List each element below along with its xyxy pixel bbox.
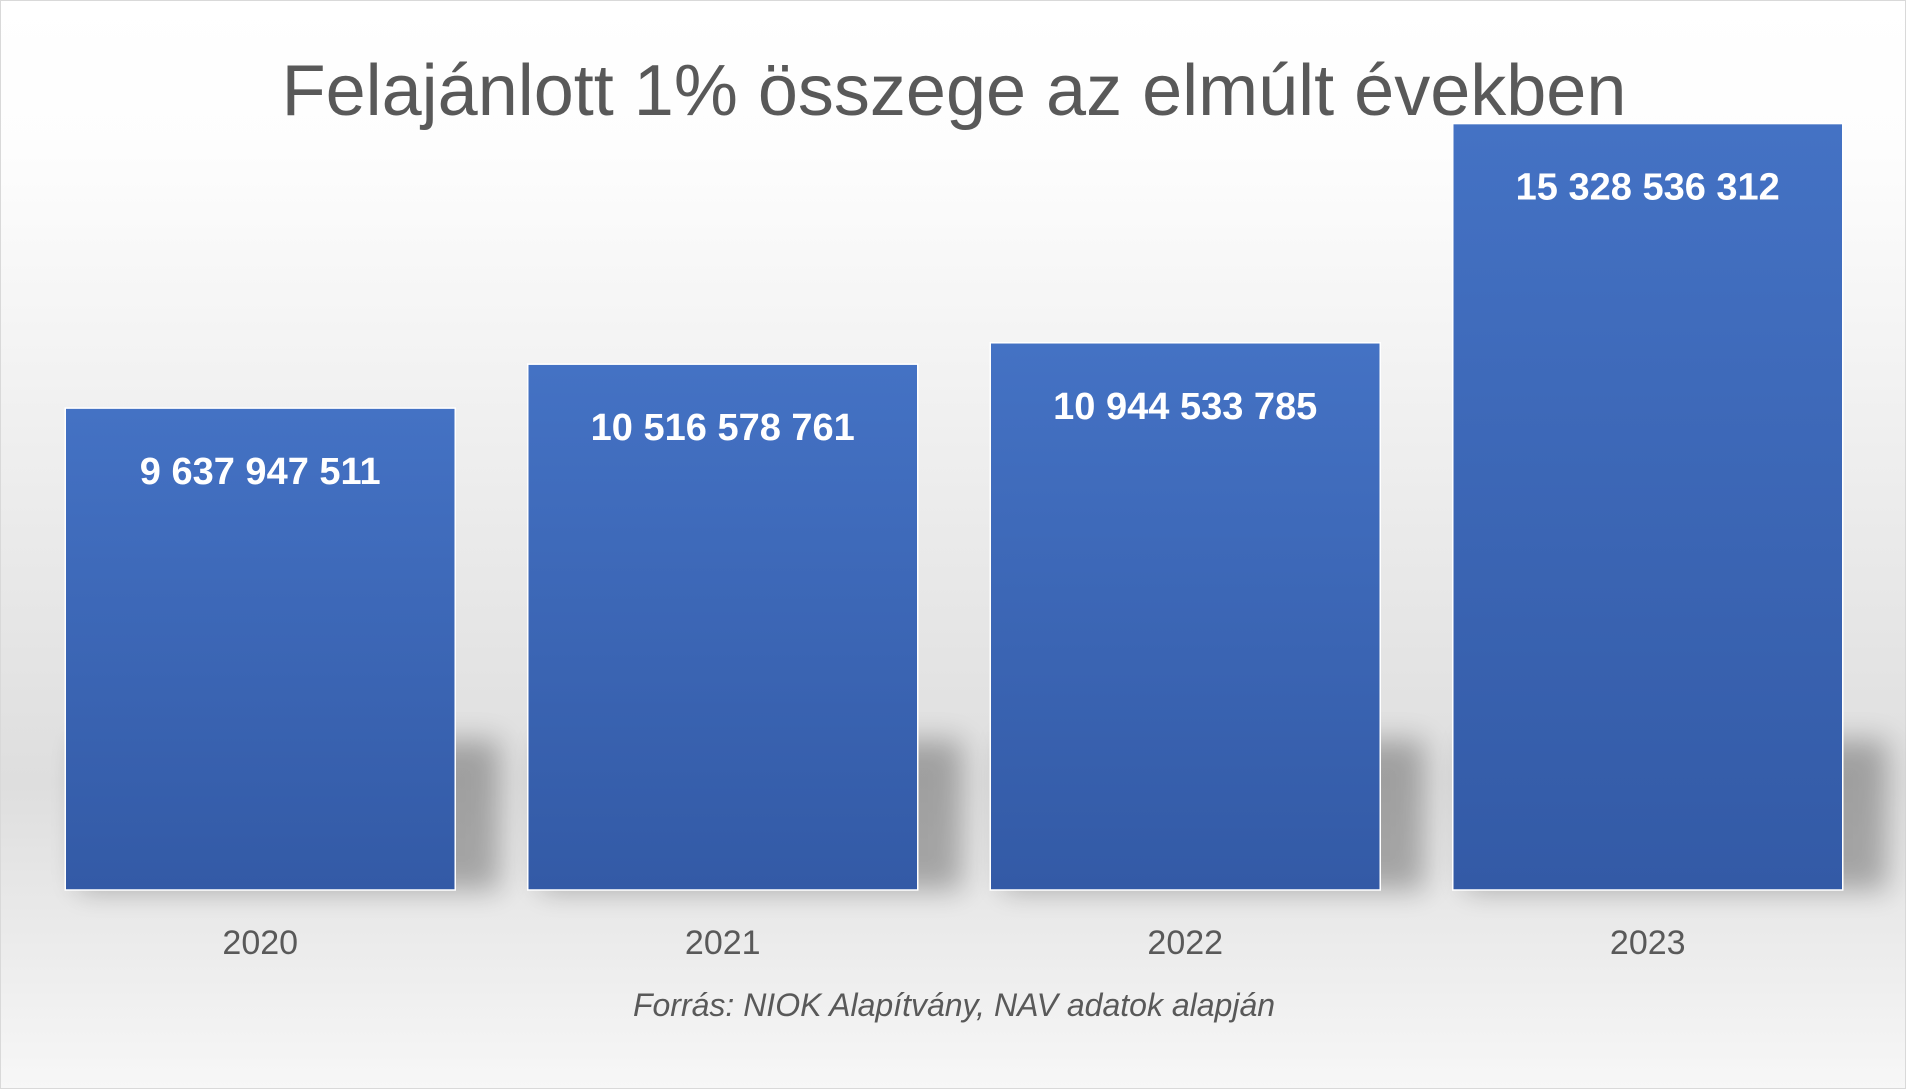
data-label-2021: 10 516 578 761 — [591, 407, 855, 449]
bar-2022 — [989, 342, 1381, 891]
bar-2023 — [1452, 122, 1844, 891]
chart-title: Felajánlott 1% összege az elmúlt években — [281, 51, 1627, 131]
x-tick-label-2022: 2022 — [1147, 924, 1223, 962]
data-label-2023: 15 328 536 312 — [1516, 167, 1780, 209]
bar-2021 — [527, 363, 919, 891]
x-tick-label-2023: 2023 — [1610, 924, 1686, 962]
bar-2020 — [64, 407, 456, 891]
x-tick-label-2020: 2020 — [222, 924, 298, 962]
source-note: Forrás: NIOK Alapítvány, NAV adatok alap… — [632, 987, 1276, 1023]
data-label-2020: 9 637 947 511 — [140, 451, 381, 493]
x-tick-label-2021: 2021 — [685, 924, 761, 962]
data-label-2022: 10 944 533 785 — [1053, 386, 1317, 428]
